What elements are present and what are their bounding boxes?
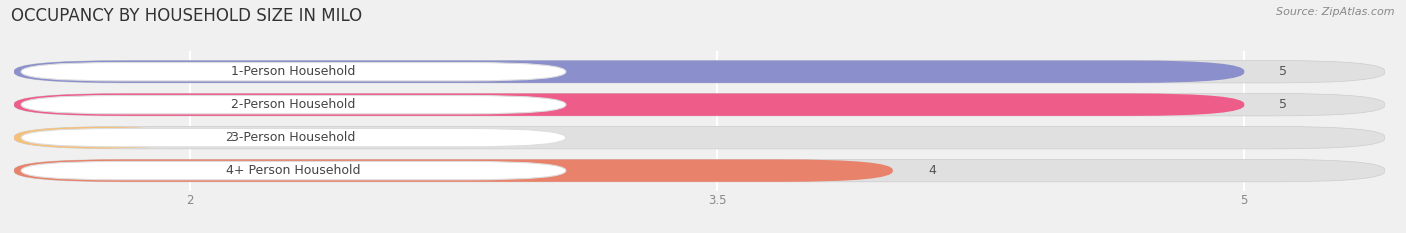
FancyBboxPatch shape: [21, 62, 565, 81]
FancyBboxPatch shape: [14, 93, 1244, 116]
Text: 4+ Person Household: 4+ Person Household: [226, 164, 361, 177]
FancyBboxPatch shape: [14, 61, 1385, 83]
Text: 2-Person Household: 2-Person Household: [232, 98, 356, 111]
FancyBboxPatch shape: [21, 161, 565, 180]
FancyBboxPatch shape: [21, 96, 565, 114]
FancyBboxPatch shape: [14, 61, 1244, 83]
FancyBboxPatch shape: [14, 159, 1385, 182]
Text: 5: 5: [1279, 98, 1288, 111]
Text: 2: 2: [225, 131, 233, 144]
Text: OCCUPANCY BY HOUSEHOLD SIZE IN MILO: OCCUPANCY BY HOUSEHOLD SIZE IN MILO: [11, 7, 363, 25]
FancyBboxPatch shape: [14, 127, 190, 149]
FancyBboxPatch shape: [14, 127, 1385, 149]
Text: Source: ZipAtlas.com: Source: ZipAtlas.com: [1277, 7, 1395, 17]
FancyBboxPatch shape: [14, 159, 893, 182]
FancyBboxPatch shape: [21, 128, 565, 147]
FancyBboxPatch shape: [14, 93, 1385, 116]
Text: 4: 4: [928, 164, 936, 177]
Text: 3-Person Household: 3-Person Household: [232, 131, 356, 144]
Text: 1-Person Household: 1-Person Household: [232, 65, 356, 78]
Text: 5: 5: [1279, 65, 1288, 78]
